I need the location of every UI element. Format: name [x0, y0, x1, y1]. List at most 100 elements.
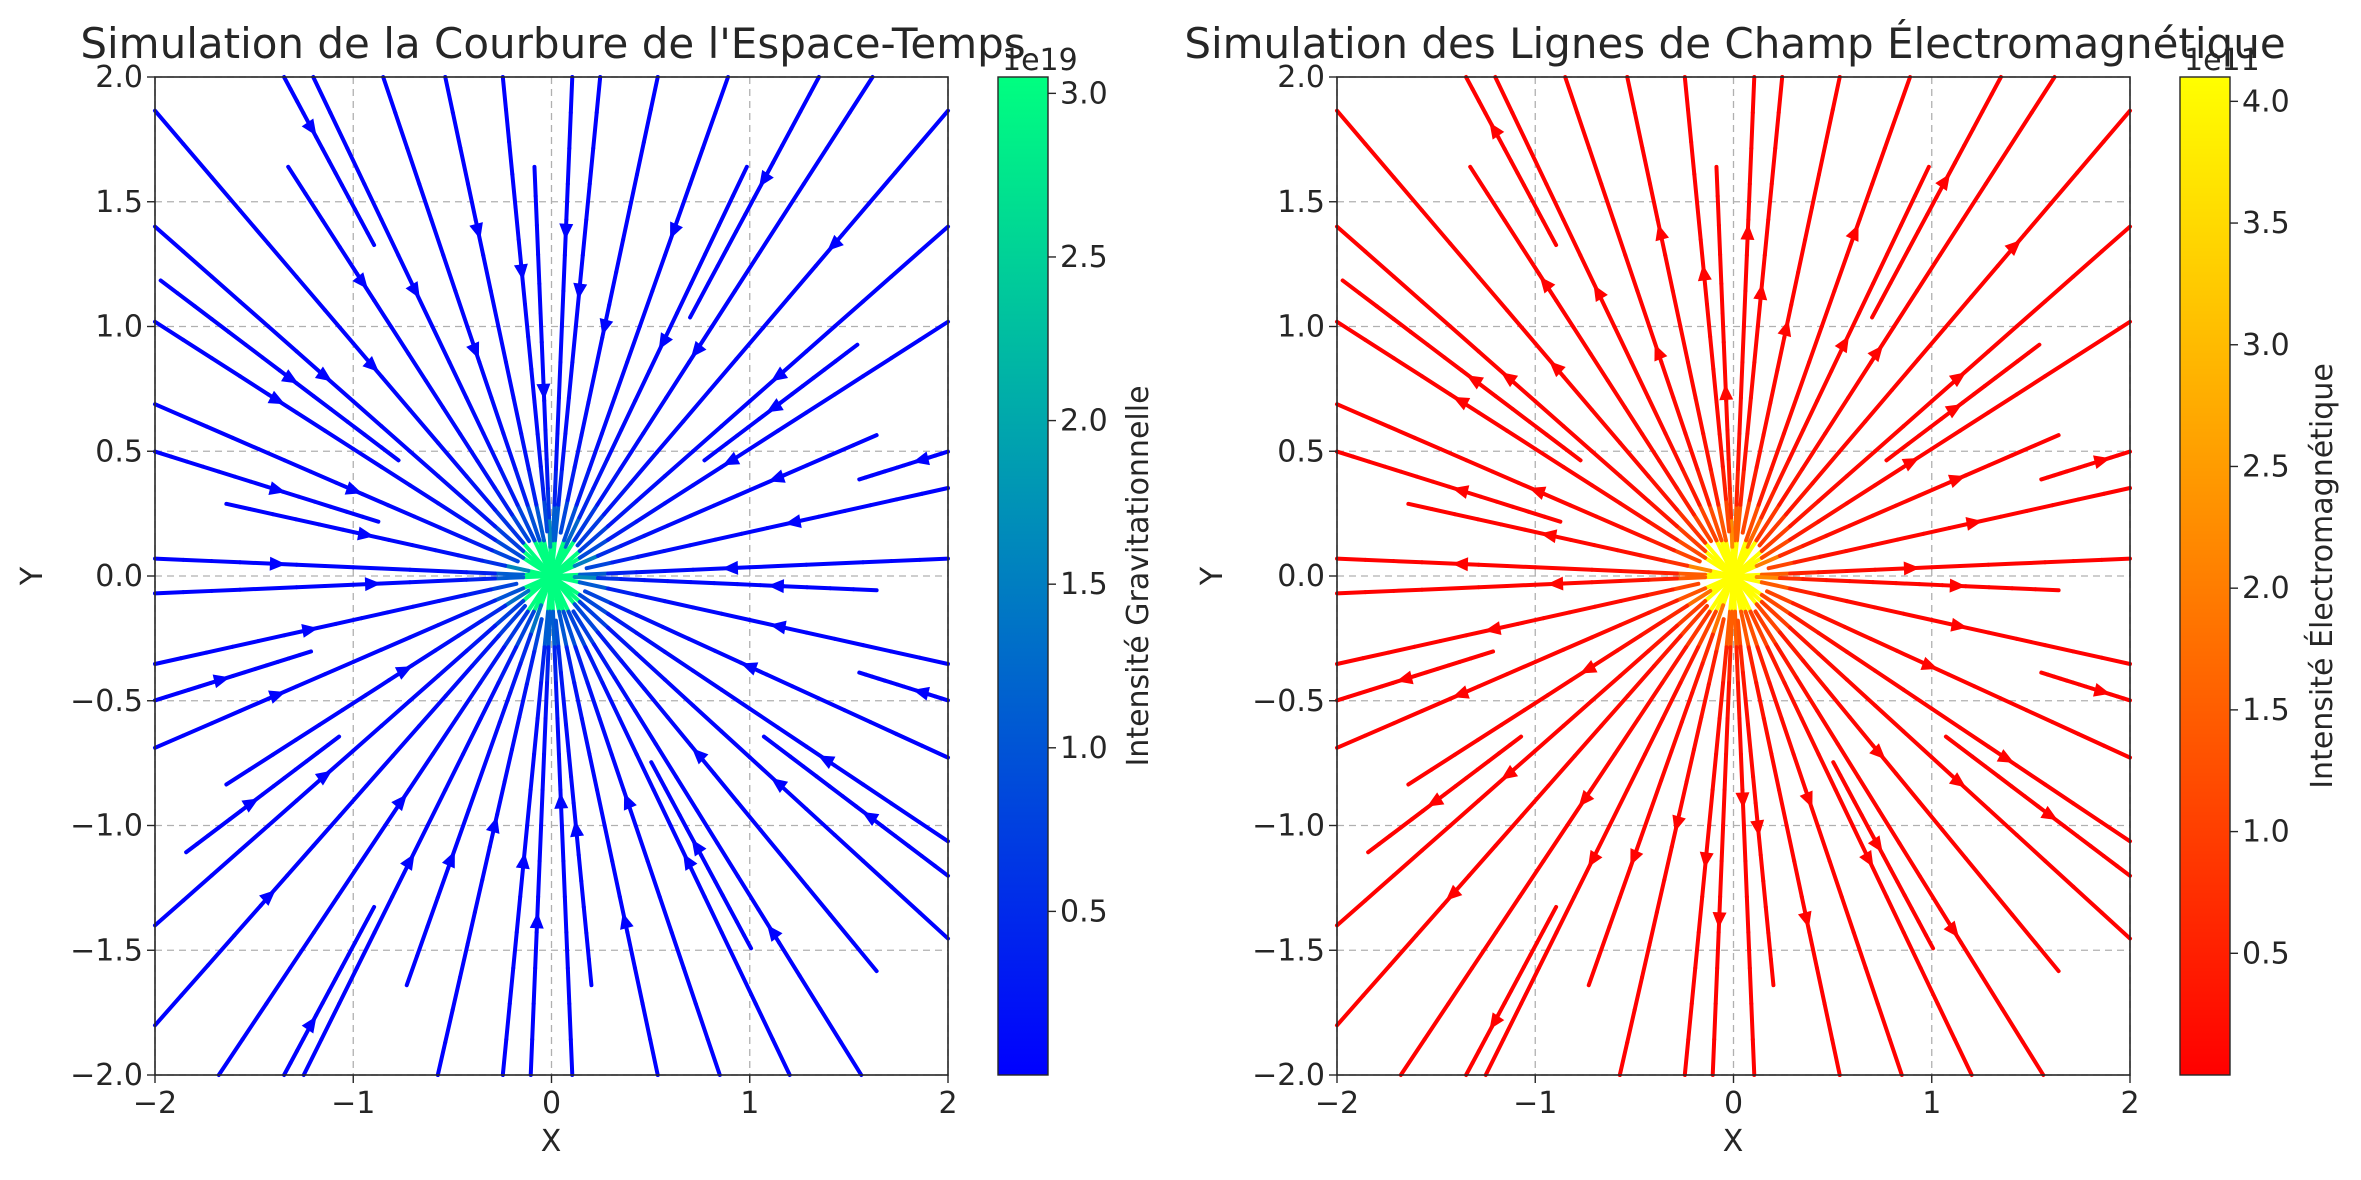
streamline-segment	[1363, 588, 1396, 595]
streamline-segment	[1360, 650, 1391, 661]
streamline-segment	[597, 716, 614, 757]
streamline-segment	[1644, 587, 1675, 598]
streamline-segment	[628, 172, 639, 210]
streamline-segment	[288, 87, 299, 104]
streamline-segment	[507, 966, 516, 1006]
streamline-segment	[777, 940, 802, 978]
streamline-segment	[861, 274, 894, 304]
streamline-segment	[547, 515, 553, 549]
streamline-segment	[663, 786, 675, 805]
x-tick-label: −2	[133, 1086, 177, 1121]
streamline-segment	[1838, 773, 1850, 791]
streamline-arrow	[1867, 835, 1883, 853]
y-tick-label: 2.0	[1277, 60, 1325, 95]
streamline-segment	[528, 752, 537, 792]
streamline-segment	[595, 630, 624, 663]
streamline-segment	[1830, 75, 1842, 112]
streamline-segment	[407, 578, 441, 585]
streamline-segment	[1743, 859, 1749, 899]
streamline-segment	[365, 904, 377, 921]
streamline-segment	[1721, 340, 1727, 374]
streamline-segment	[450, 975, 463, 1012]
streamline-arrow	[554, 792, 569, 809]
colorbar-tick-label: 1.0	[1060, 731, 1108, 766]
streamline-segment	[818, 1006, 843, 1044]
streamline-segment	[464, 623, 497, 653]
streamline-segment	[1587, 146, 1604, 186]
streamline-segment	[407, 449, 441, 479]
streamline-segment	[436, 441, 469, 479]
streamline-segment	[1884, 223, 1903, 257]
streamline-arrow	[2093, 455, 2111, 469]
streamline-segment	[492, 485, 514, 517]
colorbar-label: Intensité Gravitationnelle	[1121, 385, 1156, 766]
streamline-segment	[549, 574, 577, 580]
streamline-segment	[1493, 894, 1522, 935]
streamline-segment	[441, 405, 463, 437]
streamline-segment	[379, 445, 401, 463]
streamline-segment	[1618, 441, 1651, 479]
streamline-segment	[1768, 367, 1780, 405]
y-tick-label: −2.0	[70, 1058, 143, 1093]
streamline-segment	[686, 636, 717, 653]
streamline-segment	[1593, 598, 1623, 609]
streamline-arrow	[623, 793, 637, 811]
streamline-arrow	[1845, 224, 1859, 242]
streamline-segment	[1683, 431, 1700, 472]
streamline-segment	[1640, 942, 1652, 980]
streamline-segment	[583, 645, 605, 685]
streamline-segment	[1745, 395, 1753, 436]
streamline-segment	[1916, 919, 1928, 938]
streamline-segment	[294, 583, 327, 590]
streamline-segment	[1448, 798, 1481, 828]
streamline-arrow	[691, 839, 707, 857]
streamline-segment	[1726, 457, 1732, 491]
streamline-segment	[553, 618, 561, 649]
streamline-segment	[1731, 574, 1764, 597]
streamline-segment	[1867, 859, 1889, 899]
streamline-segment	[552, 645, 558, 685]
streamline-segment	[804, 884, 833, 917]
streamline-segment	[828, 912, 856, 945]
streamline-segment	[1391, 587, 1424, 593]
streamline-segment	[1541, 916, 1552, 933]
streamline-segment	[1693, 930, 1701, 971]
streamline-segment	[1881, 853, 1893, 871]
streamline-segment	[405, 146, 422, 186]
streamline-segment	[1870, 298, 1884, 320]
streamline-segment	[2075, 834, 2093, 849]
streamline-segment	[939, 696, 950, 703]
streamline-arrow	[721, 560, 739, 575]
streamline-segment	[1519, 966, 1541, 1006]
streamline-segment	[1801, 658, 1829, 691]
streamline-segment	[828, 586, 856, 592]
streamline-segment	[344, 509, 365, 519]
streamline-segment	[1724, 398, 1730, 432]
streamline-arrow	[1750, 819, 1765, 837]
streamline-segment	[648, 1037, 660, 1077]
y-axis: −2.0−1.5−1.0−0.50.00.51.01.52.0	[1252, 60, 1337, 1093]
streamline-segment	[602, 481, 633, 517]
streamline-segment	[1522, 693, 1550, 713]
streamline-segment	[1422, 1001, 1451, 1042]
streamline-segment	[1588, 752, 1617, 792]
streamline-arrow	[767, 924, 783, 942]
streamline-arrow	[2093, 683, 2111, 697]
streamline-segment	[1398, 817, 1414, 830]
streamline-segment	[713, 75, 731, 115]
streamline-segment	[1822, 1001, 1835, 1042]
streamline-segment	[2043, 356, 2076, 379]
streamline-segment	[1493, 813, 1524, 848]
streamline-segment	[662, 567, 696, 574]
streamline-segment	[1483, 1024, 1494, 1041]
streamline-segment	[584, 931, 591, 962]
streamline-segment	[335, 859, 364, 899]
streamline-segment	[917, 556, 950, 562]
streamline-segment	[675, 181, 693, 222]
streamline-segment	[1989, 75, 2003, 97]
streamline-segment	[641, 107, 653, 145]
streamline-arrow	[281, 369, 299, 384]
streamline-segment	[1728, 609, 1735, 650]
streamline-segment	[1504, 428, 1538, 451]
streamline-segment	[1547, 231, 1559, 248]
